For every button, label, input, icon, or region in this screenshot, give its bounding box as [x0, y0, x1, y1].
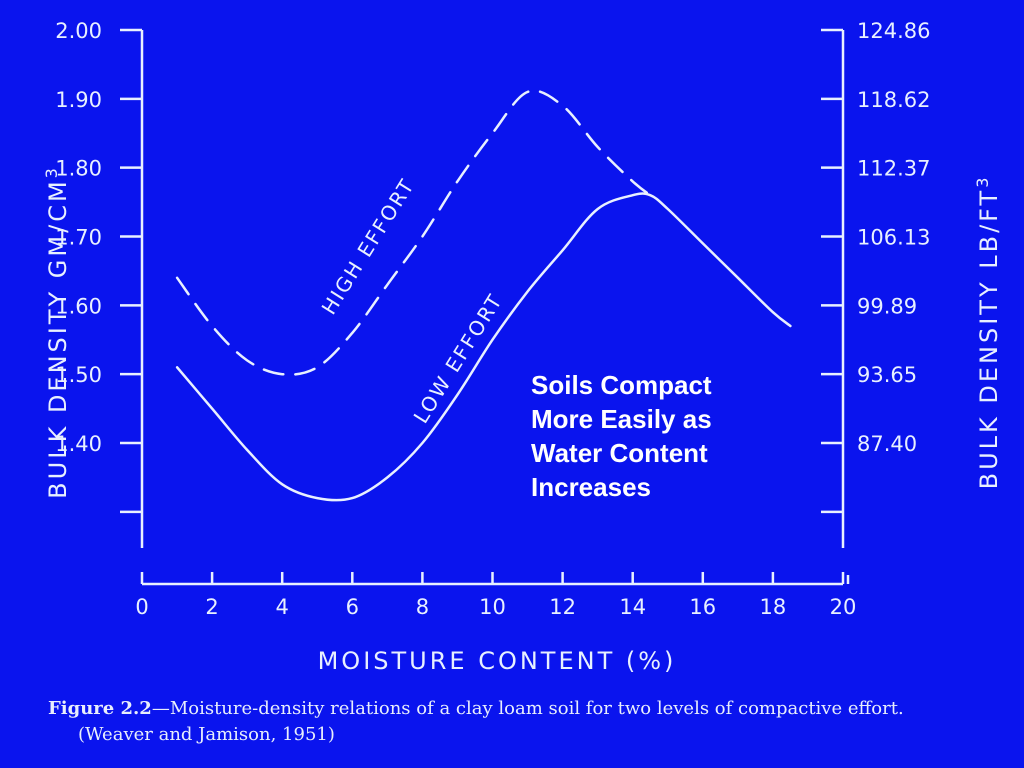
- note-line: Water Content: [531, 438, 708, 468]
- x-tick-label: 2: [205, 595, 218, 619]
- right-tick-label: 87.40: [857, 432, 917, 456]
- annotation-note: Soils Compact More Easily as Water Conte…: [531, 368, 791, 504]
- caption-figure-number: Figure 2.2: [48, 698, 152, 719]
- low-effort-label: LOW EFFORT: [409, 289, 508, 428]
- right-tick-label: 99.89: [857, 294, 917, 318]
- left-tick-label: 1.90: [55, 88, 102, 112]
- x-tick-label: 4: [276, 595, 289, 619]
- low-effort-curve: [175, 192, 792, 502]
- left-tick-label: 1.70: [55, 226, 102, 250]
- right-tick-label: 106.13: [857, 226, 930, 250]
- caption-line-2: (Weaver and Jamison, 1951): [78, 724, 335, 745]
- left-tick-label: 1.60: [55, 294, 102, 318]
- right-y-axis-title-sup: 3: [973, 175, 992, 188]
- right-y-axis-title: BULK DENSITY LB/FT3: [973, 175, 1003, 490]
- x-axis-title: MOISTURE CONTENT (%): [318, 647, 677, 675]
- caption-text: —Moisture-density relations of a clay lo…: [151, 698, 904, 719]
- left-y-axis-title-sup: 3: [42, 165, 61, 178]
- left-y-axis-title-text: BULK DENSITY GM/CM: [44, 178, 72, 498]
- high-effort-label: HIGH EFFORT: [317, 174, 420, 319]
- left-y-axis-ticks: 2.00 1.90 1.80 1.70 1.60 1.50 1.40: [55, 19, 142, 514]
- x-tick-label: 8: [416, 595, 429, 619]
- caption-line-1: Figure 2.2—Moisture-density relations of…: [48, 696, 1018, 722]
- x-tick-label: 20: [830, 595, 857, 619]
- x-tick-label: 6: [346, 595, 359, 619]
- right-tick-label: 112.37: [857, 157, 930, 181]
- right-tick-label: 93.65: [857, 363, 917, 387]
- note-line: Increases: [531, 472, 651, 502]
- right-y-axis-title-text: BULK DENSITY LB/FT: [975, 188, 1003, 490]
- left-tick-label: 1.50: [55, 363, 102, 387]
- series-lines: [175, 89, 792, 502]
- left-y-axis-title: BULK DENSITY GM/CM3: [42, 165, 72, 499]
- left-tick-label: 2.00: [55, 19, 102, 43]
- left-tick-label: 1.40: [55, 432, 102, 456]
- figure-caption: Figure 2.2—Moisture-density relations of…: [48, 696, 1018, 748]
- x-tick-label: 12: [549, 595, 576, 619]
- x-axis-ticks: 0 2 4 6 8 10 12 14 16 18 20: [135, 572, 856, 619]
- left-tick-label: 1.80: [55, 157, 102, 181]
- note-line: Soils Compact: [531, 370, 712, 400]
- note-line: More Easily as: [531, 404, 712, 434]
- right-tick-label: 124.86: [857, 19, 930, 43]
- x-tick-label: 16: [689, 595, 716, 619]
- right-tick-label: 118.62: [857, 88, 930, 112]
- high-effort-curve: [175, 89, 652, 376]
- x-tick-label: 18: [760, 595, 787, 619]
- x-tick-label: 10: [479, 595, 506, 619]
- right-y-axis-ticks: 124.86 118.62 112.37 106.13 99.89 93.65 87.40: [821, 19, 930, 514]
- x-tick-label: 0: [135, 595, 148, 619]
- x-tick-label: 14: [619, 595, 646, 619]
